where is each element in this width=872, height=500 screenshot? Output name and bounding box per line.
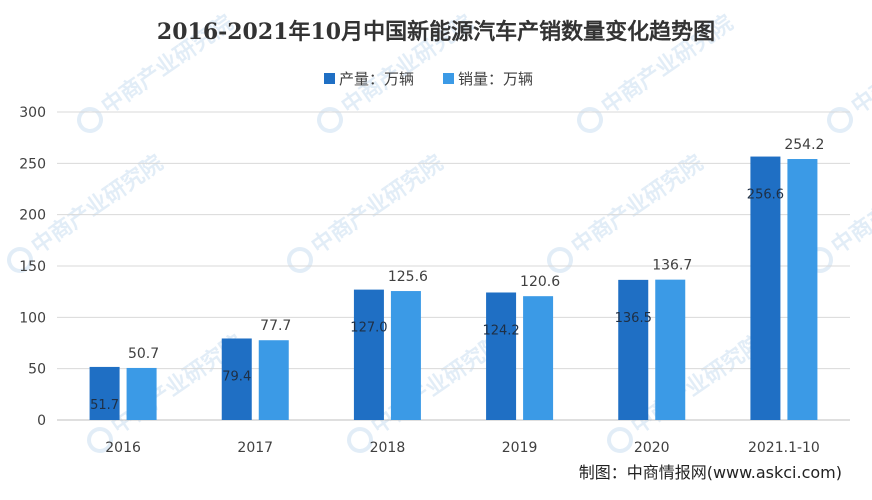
bar-sales-2018 [390, 291, 421, 420]
bar-production-2018 [353, 289, 384, 420]
bar-sales-2021.1-10 [787, 159, 818, 420]
data-label-production-2018: 127.0 [350, 321, 387, 336]
y-tick-label-200: 200 [19, 208, 46, 224]
watermark-text: 中商产业研究院 [847, 10, 872, 120]
bar-production-2021.1-10 [750, 156, 781, 421]
watermark-text: 中商产业研究院 [27, 150, 168, 260]
y-tick-label-300: 300 [19, 105, 46, 121]
x-tick-label-2019: 2019 [502, 440, 538, 456]
bar-sales-2019 [523, 296, 554, 420]
watermark-logo [287, 247, 313, 273]
chart-title: 2016-2021年10月中国新能源汽车产销数量变化趋势图 [157, 19, 715, 45]
data-label-production-2017: 79.4 [222, 369, 251, 384]
watermark-logo [87, 427, 113, 453]
legend: 产量：万辆 销量：万辆 [324, 70, 533, 88]
data-label-sales-2018: 125.6 [388, 269, 428, 285]
legend-swatch-production [324, 73, 335, 84]
y-tick-label-50: 50 [28, 362, 46, 378]
watermark-logo [7, 247, 33, 273]
bars [89, 156, 818, 421]
data-label-production-2021.1-10: 256.6 [747, 188, 784, 203]
y-tick-label-100: 100 [19, 310, 46, 326]
source-note: 制图：中商情报网(www.askci.com) [579, 463, 842, 482]
bar-sales-2017 [258, 340, 289, 420]
x-tick-label-2017: 2017 [237, 440, 273, 456]
watermark-3: 中商产业研究院 [827, 10, 872, 133]
watermark-logo [317, 107, 343, 133]
legend-label-production: 产量：万辆 [339, 70, 414, 88]
data-label-sales-2017: 77.7 [260, 318, 291, 334]
x-tick-label-2016: 2016 [105, 440, 141, 456]
watermark-logo [347, 427, 373, 453]
y-axis: 0 50 100 150 200 250 300 [19, 105, 46, 429]
bar-sales-2016 [126, 367, 157, 420]
y-tick-label-0: 0 [37, 413, 46, 429]
watermark-logo [607, 427, 633, 453]
bar-production-2017 [221, 338, 252, 420]
data-label-production-2016: 51.7 [90, 398, 119, 413]
watermark-text: 中商产业研究院 [827, 150, 872, 260]
x-axis: 2016 2017 2018 2019 2020 2021.1-10 [105, 440, 820, 456]
bar-production-2019 [486, 292, 517, 420]
data-label-production-2020: 136.5 [615, 311, 652, 326]
bar-production-2020 [618, 279, 649, 420]
x-tick-label-2021.1-10: 2021.1-10 [748, 440, 820, 456]
data-labels: 51.7 50.7 79.4 77.7 127.0 125.6 124.2 120.6 136.… [90, 137, 824, 413]
gridlines [57, 111, 850, 421]
watermark-logo [77, 107, 103, 133]
watermark-logo [827, 107, 853, 133]
data-label-production-2019: 124.2 [482, 323, 519, 338]
legend-swatch-sales [443, 73, 454, 84]
watermark-5: 中商产业研究院 [287, 150, 448, 273]
x-tick-label-2018: 2018 [370, 440, 406, 456]
y-tick-label-250: 250 [19, 156, 46, 172]
watermark-logo [577, 107, 603, 133]
legend-label-sales: 销量：万辆 [458, 70, 533, 88]
watermark-text: 中商产业研究院 [567, 150, 708, 260]
watermark-text: 中商产业研究院 [307, 150, 448, 260]
data-label-sales-2021.1-10: 254.2 [784, 137, 824, 153]
data-label-sales-2020: 136.7 [652, 258, 692, 274]
data-label-sales-2019: 120.6 [520, 274, 560, 290]
y-tick-label-150: 150 [19, 259, 46, 275]
data-label-sales-2016: 50.7 [128, 346, 159, 362]
bar-production-2016 [89, 366, 120, 420]
x-tick-label-2020: 2020 [634, 440, 670, 456]
watermark-logo [547, 247, 573, 273]
bar-sales-2020 [655, 279, 686, 420]
